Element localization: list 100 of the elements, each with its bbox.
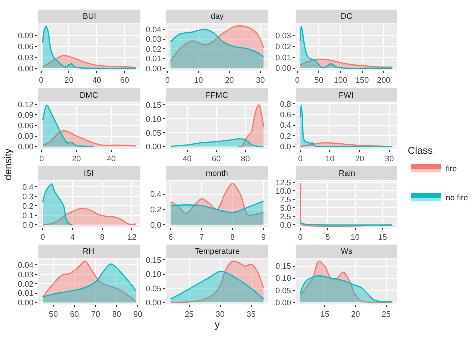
y-tick-label: 10.0: [276, 186, 292, 196]
chart-title: DC: [341, 12, 353, 21]
x-tick-label: 6: [168, 232, 174, 242]
chart-title: FWI: [339, 91, 354, 100]
x-tick-label: 60: [212, 154, 222, 164]
x-tick-label: 60: [120, 76, 130, 86]
y-tick-label: 0.02: [276, 42, 292, 52]
y-tick-label: 0.4: [22, 182, 34, 192]
y-tick-label: 0.00: [18, 64, 34, 74]
x-tick-label: 90: [134, 310, 144, 320]
x-tick-label: 35: [246, 310, 256, 320]
x-tick-label: 20: [72, 154, 82, 164]
x-tick-label: 8: [230, 232, 236, 242]
x-tick-label: 0: [165, 76, 170, 86]
y-tick-label: 0.2: [150, 206, 162, 215]
y-tick-label: 0.15: [146, 256, 162, 265]
x-tick-label: 20: [355, 154, 365, 164]
chart-title: BUI: [83, 12, 96, 21]
chart-title: ISI: [84, 169, 94, 178]
y-tick-label: 0.03: [18, 132, 34, 142]
y-tick-label: 0.1: [22, 211, 34, 220]
x-tick-label: 15: [378, 232, 388, 242]
y-tick-label: 0.0: [22, 220, 34, 230]
x-tick-label: 7: [200, 232, 205, 242]
y-tick-label: 0.10: [146, 114, 162, 124]
y-tick-label: 0.02: [146, 44, 162, 54]
y-tick-label: 0.04: [18, 261, 34, 270]
x-tick-label: 10: [350, 232, 360, 242]
x-tick-label: 40: [182, 154, 192, 164]
x-tick-label: 20: [351, 310, 361, 320]
x-tick-label: 200: [377, 76, 392, 86]
chart-title: DMC: [80, 91, 98, 100]
y-tick-label: 5.0: [280, 204, 292, 213]
y-tick-label: 0.01: [146, 54, 162, 64]
chart-title: Temperature: [195, 247, 240, 256]
y-tick-label: 0.06: [18, 42, 34, 52]
x-tick-label: 30: [256, 76, 266, 86]
chart-title: Rain: [339, 169, 356, 178]
y-tick-label: 0.8: [280, 100, 292, 109]
y-tick-label: 0.2: [280, 132, 292, 141]
x-tick-label: 9: [262, 232, 267, 242]
x-tick-label: 0: [40, 232, 46, 242]
x-tick-label: 8: [100, 232, 106, 242]
x-tick-label: 20: [64, 76, 74, 86]
x-tick-label: 40: [92, 76, 102, 86]
x-tick-label: 80: [241, 154, 251, 164]
chart-title: month: [206, 169, 228, 178]
y-tick-label: 0.09: [18, 111, 34, 120]
x-tick-label: 0: [295, 76, 300, 86]
x-tick-label: 25: [184, 310, 194, 320]
x-tick-label: 0: [39, 76, 44, 86]
legend-label: no fire: [446, 194, 469, 203]
x-tick-label: 70: [91, 310, 101, 320]
y-tick-label: 0.00: [146, 142, 162, 152]
y-tick-label: 0.05: [276, 286, 292, 296]
y-tick-label: 2.5: [280, 212, 292, 222]
y-tick-label: 0.01: [276, 53, 292, 62]
y-tick-label: 0.02: [18, 280, 34, 289]
y-tick-label: 0.4: [150, 190, 162, 200]
y-tick-label: 7.5: [280, 195, 292, 204]
y-tick-label: 0.10: [146, 270, 162, 280]
y-tick-label: 0.0: [280, 221, 292, 230]
chart-title: RH: [83, 247, 95, 256]
y-tick-label: 0.15: [276, 262, 292, 272]
y-tick-label: 0.00: [146, 64, 162, 74]
x-tick-label: 10: [194, 76, 204, 86]
chart-title: day: [211, 12, 224, 21]
y-tick-label: 0.0: [150, 221, 162, 230]
y-tick-label: 0.03: [18, 270, 34, 280]
y-tick-label: 0.00: [18, 298, 34, 308]
y-tick-label: 0.15: [146, 100, 162, 110]
x-tick-label: 30: [216, 310, 226, 320]
legend-label: fire: [446, 164, 458, 174]
y-tick-label: 0.6: [280, 110, 292, 120]
y-tick-label: 0.3: [22, 192, 34, 202]
chart-title: FFMC: [206, 91, 228, 100]
x-tick-label: 0: [40, 154, 45, 164]
x-tick-label: 40: [107, 154, 117, 164]
y-tick-label: 0.06: [18, 122, 34, 131]
y-tick-label: 0.4: [280, 121, 292, 130]
x-tick-label: 60: [70, 310, 80, 320]
x-tick-label: 30: [385, 154, 395, 164]
y-tick-label: 0.2: [22, 202, 34, 211]
chart-title: Ws: [341, 247, 353, 256]
x-axis-title: y: [215, 320, 220, 331]
x-tick-label: 25: [382, 310, 392, 320]
x-tick-label: 10: [326, 154, 336, 164]
x-tick-label: 5: [326, 232, 331, 242]
y-tick-label: 0.03: [146, 35, 162, 44]
x-tick-label: 80: [112, 310, 122, 320]
y-tick-label: 0.05: [146, 284, 162, 294]
x-tick-label: 100: [334, 76, 348, 86]
x-tick-label: 50: [314, 76, 324, 86]
y-tick-label: 0.03: [18, 53, 34, 62]
x-tick-label: 4: [70, 232, 76, 242]
legend-title: Class: [408, 146, 434, 158]
y-tick-label: 12.5: [276, 178, 292, 188]
x-tick-label: 0: [298, 154, 304, 164]
x-tick-label: 0: [298, 232, 304, 242]
y-tick-label: 0.00: [146, 298, 162, 308]
